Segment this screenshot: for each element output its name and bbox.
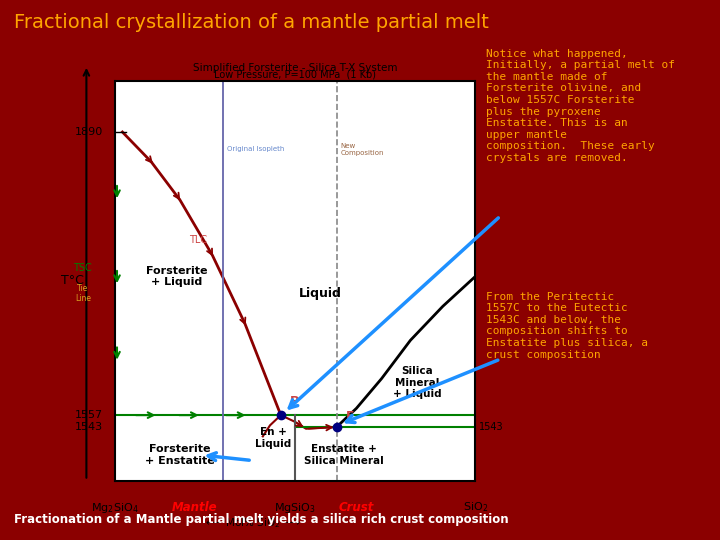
Text: Forsterite
+ Liquid: Forsterite + Liquid: [145, 266, 207, 287]
Text: E: E: [346, 410, 354, 423]
Text: 1557: 1557: [74, 410, 102, 420]
Text: Original Isopleth: Original Isopleth: [227, 146, 284, 152]
Text: En +
Liquid: En + Liquid: [256, 427, 292, 449]
Text: 1890: 1890: [74, 127, 102, 137]
Text: 1543: 1543: [74, 422, 102, 432]
Text: Mantle: Mantle: [171, 501, 217, 514]
Text: Simplified Forsterite - Silica T-X System: Simplified Forsterite - Silica T-X Syste…: [193, 63, 397, 73]
Text: $\longleftarrow$ Mol% SiO$_2$ $\longrightarrow$: $\longleftarrow$ Mol% SiO$_2$ $\longrigh…: [203, 517, 301, 530]
Text: T°C: T°C: [60, 274, 84, 287]
Text: Crust: Crust: [338, 501, 374, 514]
Text: Mg$_2$SiO$_4$: Mg$_2$SiO$_4$: [91, 501, 139, 515]
Text: Fractional crystallization of a mantle partial melt: Fractional crystallization of a mantle p…: [14, 14, 490, 32]
Text: TLC: TLC: [189, 234, 207, 245]
Text: Low Pressure, P=100 MPa  (1 Kb): Low Pressure, P=100 MPa (1 Kb): [215, 69, 377, 79]
Text: From the Peritectic
1557C to the Eutectic
1543C and below, the
composition shift: From the Peritectic 1557C to the Eutecti…: [486, 292, 648, 360]
Text: Fractionation of a Mantle partial melt yields a silica rich crust composition: Fractionation of a Mantle partial melt y…: [14, 514, 509, 526]
Text: Forsterite
+ Enstatite: Forsterite + Enstatite: [145, 444, 215, 466]
Text: Silica
Mineral
+ Liquid: Silica Mineral + Liquid: [393, 366, 442, 400]
Text: Notice what happened,
Initially, a partial melt of
the mantle made of
Forsterite: Notice what happened, Initially, a parti…: [486, 49, 675, 163]
Text: 1543: 1543: [479, 422, 503, 432]
Text: P: P: [290, 395, 299, 408]
Text: Liquid: Liquid: [299, 287, 342, 300]
Text: SiO$_2$: SiO$_2$: [463, 501, 487, 515]
Text: Enstatite +
Silica Mineral: Enstatite + Silica Mineral: [304, 444, 384, 466]
Text: Tie
Line: Tie Line: [75, 284, 91, 303]
Text: MgSiO$_3$: MgSiO$_3$: [274, 501, 316, 515]
Text: TSC: TSC: [73, 263, 92, 273]
Text: New
Composition: New Composition: [341, 143, 384, 156]
